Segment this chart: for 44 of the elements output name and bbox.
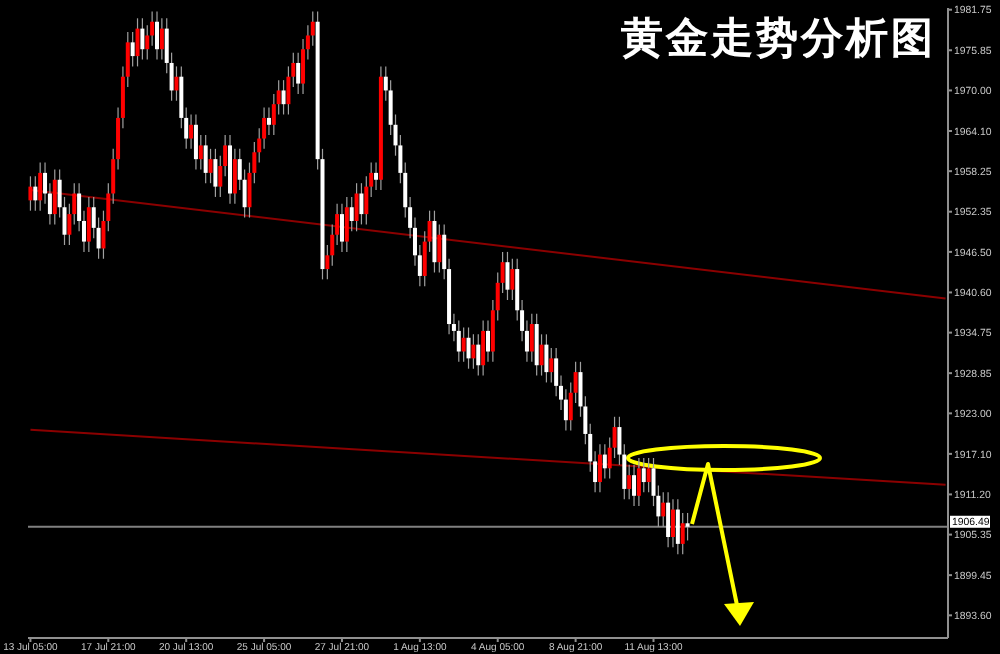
candlestick: [208, 148, 213, 184]
candlestick: [636, 457, 641, 507]
candlestick: [349, 196, 354, 232]
candlestick: [675, 498, 680, 555]
candlestick: [359, 182, 364, 226]
candlestick: [203, 134, 208, 184]
candlestick: [666, 491, 671, 548]
candlestick: [680, 512, 685, 555]
candlestick: [505, 251, 510, 301]
candlestick: [281, 79, 286, 116]
candlestick: [597, 443, 602, 493]
candlestick: [481, 320, 486, 377]
candlestick: [86, 196, 91, 253]
candlestick: [154, 10, 159, 61]
candlestick: [461, 326, 466, 363]
candlestick: [437, 223, 442, 274]
candlestick: [213, 148, 218, 198]
candlestick: [510, 258, 515, 301]
candlestick: [646, 457, 651, 493]
candlestick: [539, 333, 544, 377]
candlestick: [344, 196, 349, 253]
candlestick: [339, 203, 344, 253]
candlestick: [193, 113, 198, 171]
candlestick: [174, 65, 179, 102]
candlestick: [432, 210, 437, 274]
candlestick: [140, 17, 145, 61]
candlestick: [354, 182, 359, 232]
candlestick: [544, 333, 549, 384]
candlestick: [52, 168, 57, 226]
candlestick: [529, 313, 534, 363]
candlestick: [685, 512, 690, 542]
candlestick: [130, 31, 135, 67]
candlestick: [33, 175, 38, 212]
candlestick: [627, 464, 632, 500]
candlestick: [471, 333, 476, 370]
candlestick: [670, 498, 675, 548]
candlestick: [466, 326, 471, 370]
candlestick: [456, 320, 461, 363]
chart-title: 黄金走势分析图: [619, 12, 936, 62]
candlestick: [135, 17, 140, 67]
candlestick: [632, 464, 637, 507]
candlestick: [28, 175, 33, 212]
candlestick: [38, 161, 43, 212]
candlestick: [534, 313, 539, 377]
